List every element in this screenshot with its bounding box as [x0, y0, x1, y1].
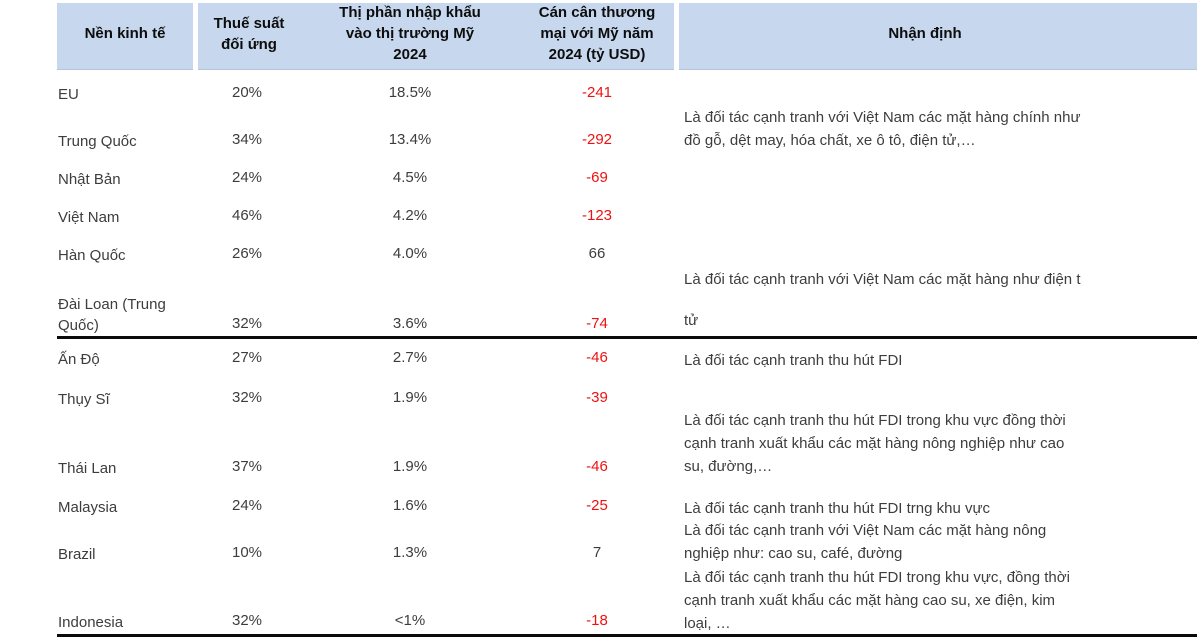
trade-balance-cell: 7 — [592, 544, 602, 561]
header-assessment: Nhận định — [888, 25, 962, 42]
share-cell: 18.5% — [388, 84, 432, 101]
assessment-cell: Là đối tác cạnh tranh với Việt Nam các m… — [684, 109, 1081, 149]
trade-balance-cell: 66 — [588, 245, 606, 262]
economy-cell: Nhật Bản — [58, 171, 121, 188]
header-economy: Nền kinh tế — [84, 25, 166, 42]
economy-cell: Malaysia — [58, 499, 118, 516]
header-import-share: Thị phần nhập khẩu vào thị trường Mỹ 202… — [339, 4, 481, 63]
economy-cell: Trung Quốc — [58, 133, 137, 150]
table-bottom-rule — [57, 634, 1197, 637]
trade-balance-cell: -69 — [586, 169, 608, 186]
share-cell: 4.2% — [392, 207, 428, 224]
trade-balance-cell: -46 — [586, 458, 608, 475]
share-cell: 4.5% — [392, 169, 428, 186]
trade-balance-cell: -123 — [581, 207, 613, 224]
tariff-cell: 37% — [231, 458, 263, 475]
share-cell: <1% — [394, 612, 426, 629]
share-cell: 3.6% — [392, 315, 428, 332]
tariff-cell: 26% — [231, 245, 263, 262]
tariff-cell: 46% — [231, 207, 263, 224]
table-header — [57, 3, 1197, 70]
assessment-cell: Là đối tác cạnh tranh thu hút FDI trong … — [684, 412, 1066, 475]
economy-cell: Việt Nam — [58, 209, 120, 226]
tariff-cell: 24% — [231, 169, 263, 186]
share-cell: 1.9% — [392, 389, 428, 406]
share-cell: 13.4% — [388, 131, 432, 148]
share-cell: 1.6% — [392, 497, 428, 514]
header-divider-1 — [193, 3, 198, 70]
trade-balance-cell: -241 — [581, 84, 613, 101]
share-cell: 1.3% — [392, 544, 428, 561]
assessment-cell: Là đối tác cạnh tranh với Việt Nam các m… — [684, 522, 1047, 562]
economy-cell: Thụy Sĩ — [58, 391, 110, 408]
assessment-cell: Là đối tác cạnh tranh thu hút FDI — [684, 352, 903, 369]
trade-balance-cell: -39 — [586, 389, 608, 406]
trade-balance-cell: -25 — [586, 497, 608, 514]
trade-balance-cell: -18 — [586, 612, 608, 629]
tariff-cell: 32% — [231, 315, 263, 332]
table-mid-rule — [57, 336, 1197, 339]
trade-balance-cell: -46 — [586, 349, 608, 366]
share-cell: 2.7% — [392, 349, 428, 366]
tariff-cell: 34% — [231, 131, 263, 148]
trade-balance-cell: -292 — [581, 131, 613, 148]
share-cell: 4.0% — [392, 245, 428, 262]
assessment-cell: Là đối tác cạnh tranh thu hút FDI trong … — [684, 569, 1070, 632]
economy-cell: Ấn Độ — [58, 351, 100, 368]
tariff-cell: 20% — [231, 84, 263, 101]
tariff-cell: 32% — [231, 612, 263, 629]
economy-cell: Brazil — [58, 546, 96, 563]
header-trade-balance: Cán cân thương mại với Mỹ năm 2024 (tỷ U… — [538, 4, 656, 63]
economy-cell: Đài Loan (Trung Quốc) — [58, 296, 166, 334]
tariff-cell: 24% — [231, 497, 263, 514]
economy-cell: EU — [58, 86, 79, 103]
tariff-cell: 10% — [231, 544, 263, 561]
assessment-cell: Là đối tác cạnh tranh với Việt Nam các m… — [684, 271, 1081, 329]
economy-cell: Thái Lan — [58, 460, 117, 477]
assessment-cell: Là đối tác cạnh tranh thu hút FDI trng k… — [684, 500, 991, 517]
economy-cell: Indonesia — [58, 614, 124, 631]
tariff-cell: 27% — [231, 349, 263, 366]
share-cell: 1.9% — [392, 458, 428, 475]
economy-cell: Hàn Quốc — [58, 247, 126, 264]
header-tariff: Thuế suất đối ứng — [213, 14, 285, 53]
tariff-cell: 32% — [231, 389, 263, 406]
trade-balance-cell: -74 — [586, 315, 608, 332]
header-divider-2 — [674, 3, 679, 70]
